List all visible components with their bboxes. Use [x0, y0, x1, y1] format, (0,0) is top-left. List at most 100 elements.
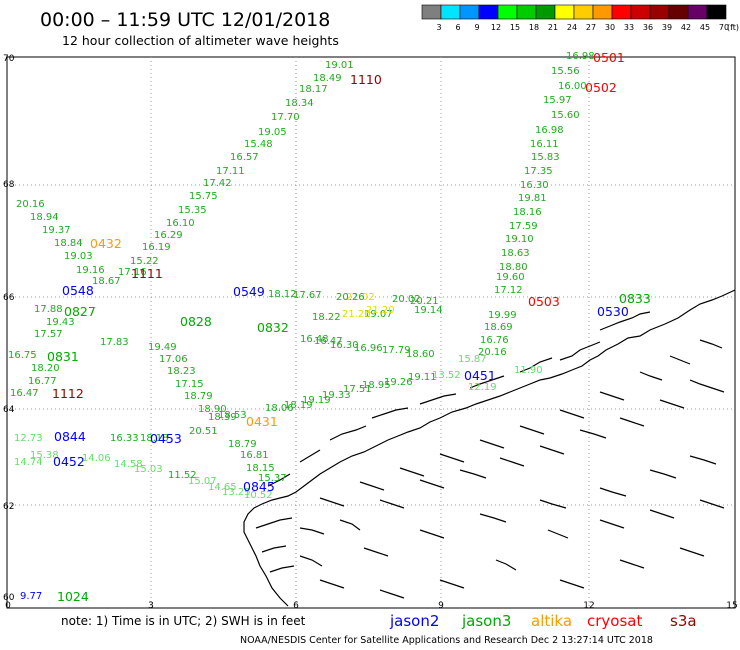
swh-value: 16.48: [300, 334, 329, 345]
swh-value: 15.03: [134, 464, 163, 475]
swh-value: 20.51: [189, 426, 218, 437]
colorbar-label: 9: [474, 23, 479, 32]
swh-value: 19.07: [364, 309, 393, 320]
track-label: 0828: [180, 314, 212, 329]
longitude-label: 0: [5, 601, 11, 611]
legend-item-jason2: jason2: [389, 612, 439, 630]
colorbar-label: 70: [719, 23, 729, 32]
latitude-label: 64: [3, 405, 15, 415]
colorbar-label: 6: [455, 23, 460, 32]
colorbar-swatch: [611, 4, 632, 20]
swh-value: 15.75: [189, 191, 218, 202]
swh-value: 18.69: [484, 322, 513, 333]
colorbar-label: 12: [491, 23, 501, 32]
latitude-label: 70: [3, 54, 15, 64]
colorbar-unit: (ft): [727, 23, 739, 32]
swh-value: 18.79: [184, 391, 213, 402]
colorbar-label: 42: [681, 23, 691, 32]
track-label: 0502: [585, 80, 617, 95]
swh-value: 18.39: [208, 412, 237, 423]
wave-height-colorbar: 3 6 9 12 15 18 21 24 27 30 33 36 39 42 45 70(ft): [421, 4, 739, 32]
swh-value: 15.60: [551, 110, 580, 121]
longitude-label: 3: [148, 601, 154, 611]
swh-value: 15.37: [258, 473, 287, 484]
swh-value: 18.67: [92, 276, 121, 287]
swh-value: 10.52: [244, 490, 273, 501]
swh-value: 17.83: [100, 337, 129, 348]
track-label: 0831: [47, 349, 79, 364]
swh-value: 16.19: [142, 242, 171, 253]
track-label: 0501: [593, 50, 625, 65]
swh-value: 14.74: [14, 457, 43, 468]
colorbar-swatch: [497, 4, 518, 20]
swh-value: 19.26: [384, 377, 413, 388]
track-label: 0503: [528, 294, 560, 309]
colorbar-swatch: [440, 4, 461, 20]
swh-value: 18.79: [228, 439, 257, 450]
swh-value: 20.02: [392, 294, 421, 305]
swh-value: 16.30: [520, 180, 549, 191]
swh-value: 13.25: [222, 487, 251, 498]
swh-value: 16.11: [530, 139, 559, 150]
swh-value: 19.60: [496, 272, 525, 283]
latitude-label: 62: [3, 502, 14, 512]
swh-value: 17.15: [175, 379, 204, 390]
colorbar-swatch: [630, 4, 651, 20]
swh-value: 19.49: [148, 342, 177, 353]
swh-value: 16.29: [154, 230, 183, 241]
longitude-label: 6: [293, 601, 299, 611]
swh-value: 13.52: [432, 370, 461, 381]
colorbar-swatch: [535, 4, 556, 20]
swh-value: 18.22: [312, 312, 341, 323]
latitude-labels: 70 68 66 64 62 60: [3, 54, 15, 603]
colorbar-swatch: [554, 4, 575, 20]
swh-value: 19.10: [505, 234, 534, 245]
swh-value: 18.19: [284, 400, 313, 411]
swh-value: 18.15: [246, 463, 275, 474]
swh-value: 19.03: [64, 251, 93, 262]
swh-value: 16.57: [230, 152, 259, 163]
swh-value: 19.81: [518, 193, 547, 204]
swh-value: 16.00: [558, 81, 587, 92]
swh-value: 18.12: [268, 289, 297, 300]
swh-value: 16.47: [314, 336, 343, 347]
swh-value: 18.95: [362, 380, 391, 391]
swh-value: 14.06: [82, 453, 111, 464]
colorbar-swatch: [668, 4, 689, 20]
page-title: 00:00 – 11:59 UTC 12/01/2018: [40, 9, 330, 31]
swh-value: 16.33: [110, 433, 139, 444]
swh-value: 18.49: [313, 73, 342, 84]
coastline: [243, 289, 736, 607]
map-frame: [6, 56, 736, 609]
swh-value: 18.34: [285, 98, 314, 109]
track-label: 0432: [90, 236, 122, 251]
colorbar-label: 3: [436, 23, 441, 32]
swh-value: 16.96: [354, 343, 383, 354]
colorbar-swatch: [421, 4, 442, 20]
swh-value: 18.16: [513, 207, 542, 218]
track-label: 0548: [62, 283, 94, 298]
swh-value: 17.12: [494, 285, 523, 296]
swh-value: 16.47: [10, 388, 39, 399]
swh-value: 19.05: [258, 127, 287, 138]
swh-value: 18.60: [406, 349, 435, 360]
swh-value: 12.73: [14, 433, 43, 444]
swh-value: 18.53: [218, 410, 247, 421]
swh-value: 20.16: [16, 199, 45, 210]
swh-value: 18.18: [140, 433, 169, 444]
track-label: 1111: [131, 266, 163, 281]
page-subtitle: 12 hour collection of altimeter wave hei…: [62, 33, 339, 48]
footer-credit: NOAA/NESDIS Center for Satellite Applica…: [240, 635, 653, 646]
swh-value: 19.43: [46, 317, 75, 328]
swh-value: 17.51: [343, 384, 372, 395]
swh-value: 18.20: [31, 363, 60, 374]
swh-value: 9.77: [20, 591, 42, 602]
swh-value: 21.20: [366, 305, 395, 316]
swh-value: 16.10: [166, 218, 195, 229]
swh-value: 16.30: [330, 340, 359, 351]
swh-value: 18.84: [54, 238, 83, 249]
longitude-label: 12: [583, 601, 594, 611]
swh-value: 15.83: [531, 152, 560, 163]
